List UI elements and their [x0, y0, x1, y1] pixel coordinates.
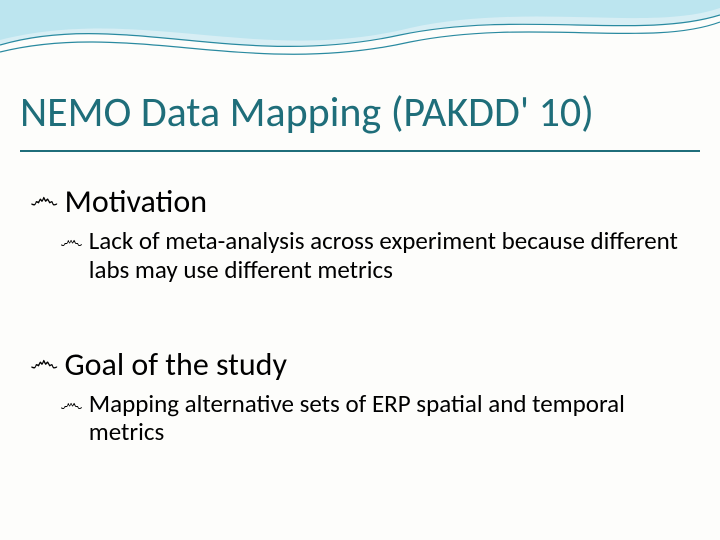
bullet-swirl-icon: ෴ — [30, 182, 58, 215]
bullet-swirl-icon: ෴ — [30, 345, 58, 378]
bullet-text: Mapping alternative sets of ERP spatial … — [89, 390, 690, 448]
bullet-swirl-icon: ෴ — [60, 227, 83, 255]
title-underline — [20, 150, 700, 152]
bullet-text: Motivation — [64, 182, 207, 221]
bullet-text: Goal of the study — [64, 345, 287, 384]
slide-body: ෴ Motivation ෴ Lack of meta-analysis acr… — [30, 170, 690, 455]
bullet-level2: ෴ Mapping alternative sets of ERP spatia… — [60, 390, 690, 448]
bullet-level1: ෴ Goal of the study — [30, 345, 690, 384]
bullet-swirl-icon: ෴ — [60, 390, 83, 418]
bullet-level2: ෴ Lack of meta-analysis across experimen… — [60, 227, 690, 285]
bullet-level1: ෴ Motivation — [30, 182, 690, 221]
slide-title: NEMO Data Mapping (PAKDD' 10) — [20, 90, 700, 136]
bullet-text: Lack of meta-analysis across experiment … — [89, 227, 690, 285]
